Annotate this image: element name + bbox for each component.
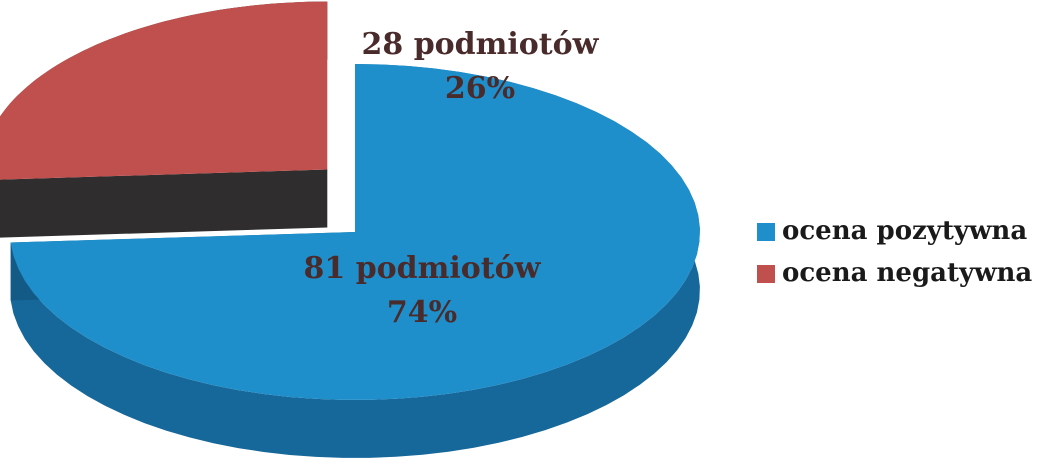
count-label: 81 podmiotów — [304, 251, 542, 286]
value-label: 26% — [445, 71, 515, 106]
slice-wall — [0, 169, 328, 238]
legend-label: ocena pozytywna — [782, 216, 1027, 246]
value-label: 74% — [387, 295, 457, 330]
count-label: 28 podmiotów — [362, 27, 600, 62]
slice — [0, 1, 328, 180]
legend-swatch — [757, 223, 775, 241]
slice — [10, 64, 700, 400]
legend-swatch — [757, 265, 775, 283]
legend-label: ocena negatywna — [782, 258, 1032, 288]
